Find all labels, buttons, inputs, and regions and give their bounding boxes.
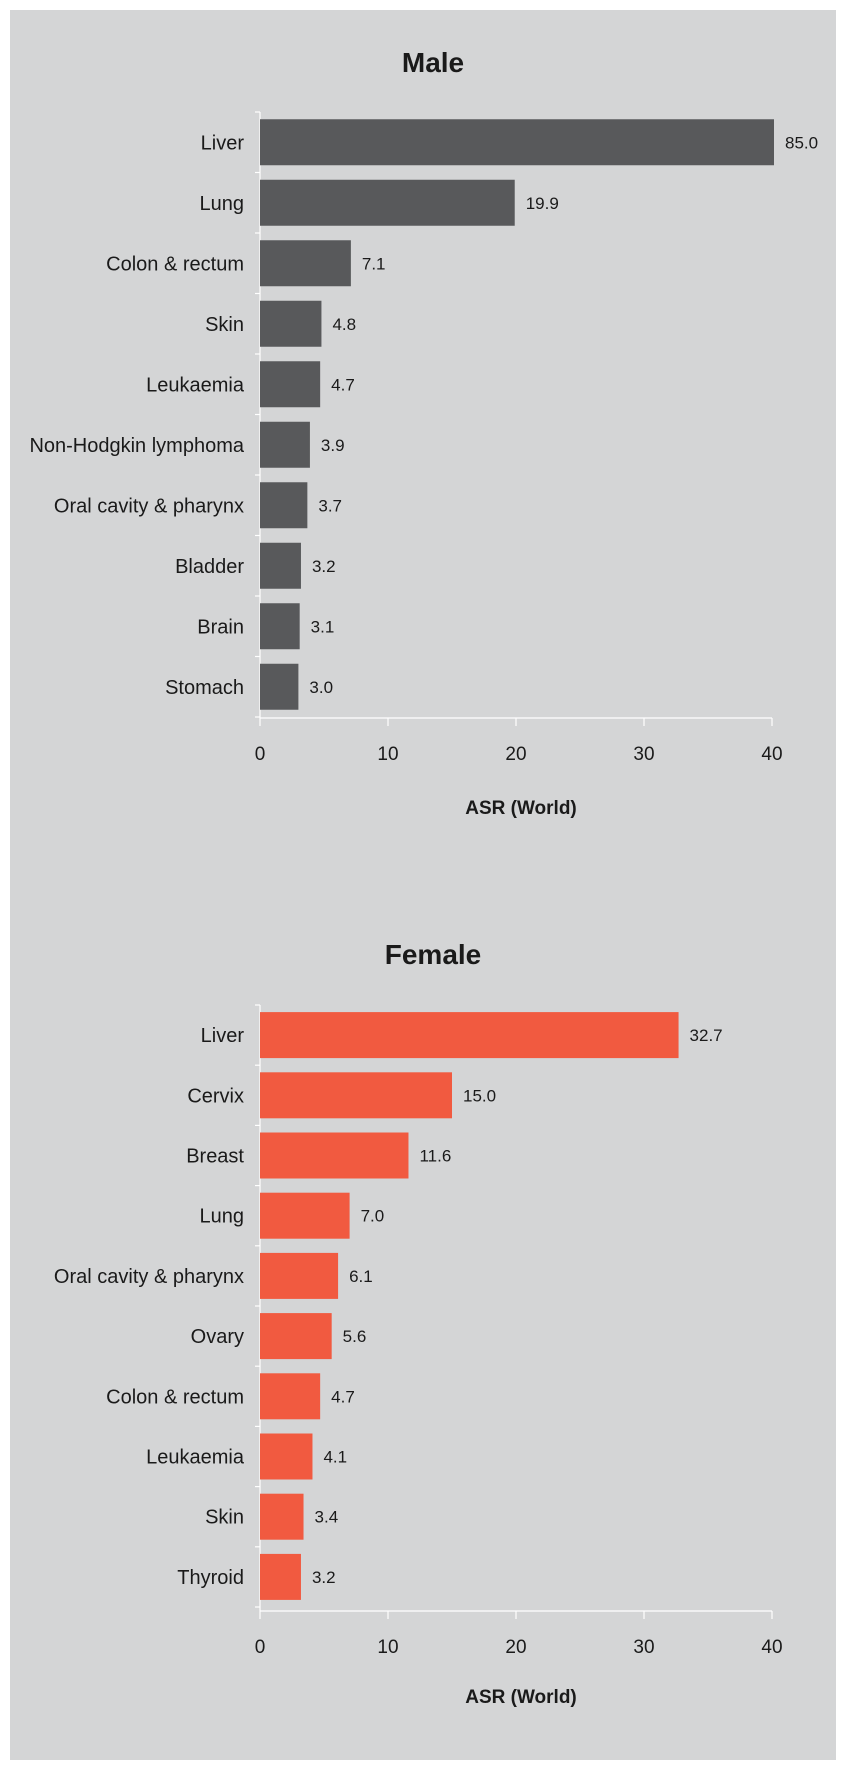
female-value-label: 11.6: [419, 1147, 451, 1166]
male-category-label: Lung: [200, 193, 245, 215]
male-value-label: 3.2: [312, 557, 336, 576]
male-x-axis-title: ASR (World): [465, 798, 577, 819]
female-value-label: 3.2: [312, 1568, 336, 1587]
female-x-tick-label: 0: [255, 1637, 266, 1658]
male-x-tick-label: 30: [633, 744, 654, 765]
male-category-label: Leukaemia: [146, 374, 245, 396]
male-value-label: 3.7: [318, 496, 342, 515]
male-category-label: Oral cavity & pharynx: [54, 495, 244, 517]
female-bar: [260, 1313, 332, 1360]
female-x-tick-label: 40: [761, 1637, 782, 1658]
female-value-label: 15.0: [463, 1086, 496, 1105]
female-value-label: 5.6: [343, 1327, 367, 1346]
male-x-tick-label: 10: [377, 744, 398, 765]
female-category-label: Skin: [205, 1507, 244, 1529]
female-category-label: Breast: [186, 1146, 244, 1168]
male-chart-title: Male: [402, 47, 464, 78]
female-value-label: 7.0: [361, 1207, 385, 1226]
male-bar: [260, 663, 299, 710]
male-category-label: Non-Hodgkin lymphoma: [29, 435, 244, 457]
male-value-label: 4.8: [332, 315, 356, 334]
male-value-label: 7.1: [362, 254, 386, 273]
male-category-label: Liver: [201, 132, 245, 154]
male-category-label: Stomach: [165, 677, 244, 699]
female-category-label: Colon & rectum: [106, 1386, 244, 1408]
female-category-label: Liver: [201, 1025, 245, 1047]
female-bar: [260, 1553, 301, 1600]
chart-panel: [10, 10, 836, 1760]
male-value-label: 3.9: [321, 436, 345, 455]
male-bar: [260, 119, 774, 166]
female-value-label: 32.7: [690, 1026, 723, 1045]
female-category-label: Cervix: [187, 1085, 244, 1107]
male-bar: [260, 240, 351, 287]
female-category-label: Ovary: [191, 1326, 244, 1348]
male-bar: [260, 361, 321, 408]
female-bar: [260, 1012, 679, 1059]
male-chart: Male ASR (World) 0 10 20 30 40 Liver 85.0 Lung 1…: [29, 47, 818, 819]
male-x-tick-label: 0: [255, 744, 266, 765]
female-chart-title: Female: [385, 939, 482, 970]
male-category-label: Skin: [205, 314, 244, 336]
female-x-tick-label: 30: [633, 1637, 654, 1658]
male-value-label: 3.0: [309, 678, 333, 697]
female-value-label: 6.1: [349, 1267, 373, 1286]
male-bar: [260, 542, 301, 589]
male-category-label: Colon & rectum: [106, 253, 244, 275]
female-x-tick-label: 10: [377, 1637, 398, 1658]
female-category-label: Thyroid: [177, 1567, 244, 1589]
female-category-label: Oral cavity & pharynx: [54, 1266, 244, 1288]
female-value-label: 3.4: [315, 1508, 339, 1527]
female-value-label: 4.7: [331, 1387, 355, 1406]
female-bar: [260, 1373, 321, 1420]
male-category-label: Bladder: [175, 556, 244, 578]
female-x-tick-label: 20: [505, 1637, 526, 1658]
female-value-label: 4.1: [323, 1448, 347, 1467]
male-category-label: Brain: [197, 616, 244, 638]
female-bar: [260, 1433, 313, 1480]
male-value-label: 3.1: [311, 617, 335, 636]
female-x-axis-title: ASR (World): [465, 1687, 577, 1708]
female-bar: [260, 1252, 339, 1299]
female-bar: [260, 1192, 350, 1239]
male-value-label: 4.7: [331, 375, 355, 394]
male-x-tick-label: 40: [761, 744, 782, 765]
female-category-label: Leukaemia: [146, 1447, 245, 1469]
female-bar: [260, 1132, 409, 1179]
male-bar: [260, 179, 515, 226]
male-bar: [260, 603, 300, 650]
male-bar: [260, 421, 310, 468]
male-x-tick-label: 20: [505, 744, 526, 765]
female-bar: [260, 1493, 304, 1540]
male-bar: [260, 482, 308, 529]
female-bar: [260, 1072, 452, 1119]
female-category-label: Lung: [200, 1206, 245, 1228]
female-chart: Female ASR (World) 0 10 20 30 40 Liver 32.7 Cer…: [54, 939, 783, 1708]
male-value-label: 19.9: [526, 194, 559, 213]
male-bar: [260, 300, 322, 347]
male-value-label: 85.0: [785, 133, 818, 152]
